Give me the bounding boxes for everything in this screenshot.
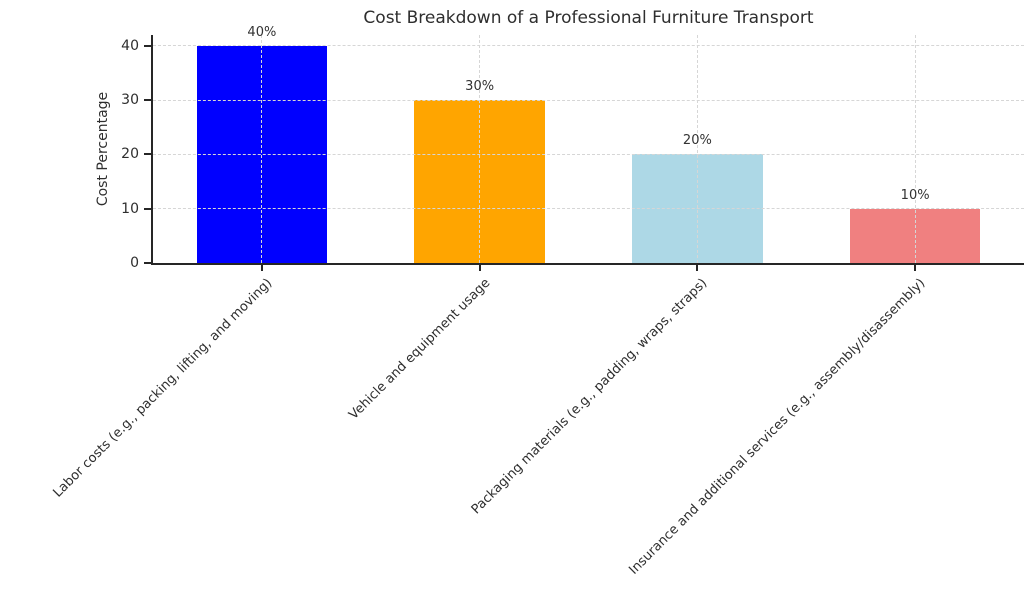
bar-value-label-0: 40% — [247, 24, 277, 40]
y-tick-mark-10 — [144, 207, 151, 210]
v-gridline-2 — [696, 35, 698, 263]
x-category-label-1: Vehicle and equipment usage — [345, 275, 493, 423]
v-gridline-1 — [479, 35, 481, 263]
bar-value-label-1: 30% — [465, 79, 495, 95]
y-tick-label-10: 10 — [121, 200, 139, 217]
x-category-label-2: Packaging materials (e.g., padding, wrap… — [469, 275, 711, 518]
y-tick-label-40: 40 — [121, 37, 139, 54]
bar-value-label-3: 10% — [900, 187, 930, 203]
x-axis-spine — [151, 263, 1024, 265]
y-tick-mark-20 — [144, 153, 151, 156]
x-tick-mark-0 — [260, 265, 263, 271]
h-gridline-30 — [153, 99, 1024, 101]
chart-title: Cost Breakdown of a Professional Furnitu… — [363, 8, 814, 28]
y-tick-mark-0 — [144, 262, 151, 264]
x-tick-mark-3 — [914, 265, 917, 271]
bar-value-label-2: 20% — [682, 133, 712, 149]
y-tick-mark-30 — [144, 99, 151, 102]
x-category-label-0: Labor costs (e.g., packing, lifting, and… — [50, 275, 276, 501]
y-tick-mark-40 — [144, 44, 151, 47]
v-gridline-3 — [914, 35, 916, 263]
y-tick-label-20: 20 — [121, 146, 139, 163]
y-axis-spine — [151, 35, 153, 265]
x-tick-mark-2 — [696, 265, 699, 271]
h-gridline-20 — [153, 153, 1024, 155]
y-tick-label-0: 0 — [130, 255, 139, 271]
y-tick-label-30: 30 — [121, 92, 139, 109]
x-category-label-3: Insurance and additional services (e.g.,… — [626, 275, 929, 578]
v-gridline-0 — [261, 35, 263, 263]
x-tick-mark-1 — [478, 265, 481, 271]
h-gridline-10 — [153, 208, 1024, 210]
h-gridline-40 — [153, 45, 1024, 47]
